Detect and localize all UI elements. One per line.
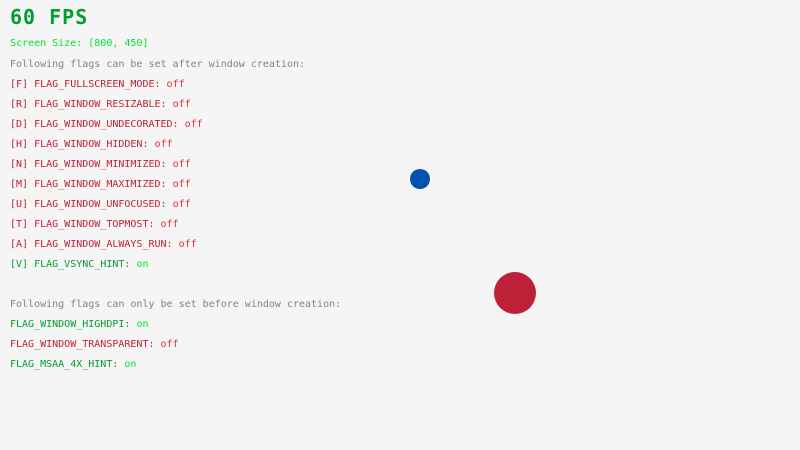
flag-row: [D] FLAG_WINDOW_UNDECORATED: off xyxy=(10,119,203,139)
flag-row: [F] FLAG_FULLSCREEN_MODE: off xyxy=(10,79,203,99)
flag-label: [F] FLAG_FULLSCREEN_MODE: xyxy=(10,79,167,90)
flag-state: off xyxy=(172,199,191,210)
flag-state: off xyxy=(172,159,191,170)
flag-state: off xyxy=(166,79,185,90)
flag-row: [R] FLAG_WINDOW_RESIZABLE: off xyxy=(10,99,203,119)
flag-label: FLAG_MSAA_4X_HINT: xyxy=(10,359,125,370)
flag-list-before-creation: FLAG_WINDOW_HIGHDPI: on FLAG_WINDOW_TRANS… xyxy=(10,319,179,379)
flag-state: off xyxy=(160,339,179,350)
flag-label: [N] FLAG_WINDOW_MINIMIZED: xyxy=(10,159,173,170)
flag-row: [V] FLAG_VSYNC_HINT: on xyxy=(10,259,203,279)
flag-label: [M] FLAG_WINDOW_MAXIMIZED: xyxy=(10,179,173,190)
flag-row: [M] FLAG_WINDOW_MAXIMIZED: off xyxy=(10,179,203,199)
red-ball xyxy=(494,272,536,314)
fps-counter: 60 FPS xyxy=(10,5,89,29)
flag-row: FLAG_WINDOW_HIGHDPI: on xyxy=(10,319,179,339)
flag-row: [N] FLAG_WINDOW_MINIMIZED: off xyxy=(10,159,203,179)
flag-label: [D] FLAG_WINDOW_UNDECORATED: xyxy=(10,119,185,130)
flag-state: off xyxy=(172,179,191,190)
flag-state: off xyxy=(172,99,191,110)
section-header-before-creation: Following flags can only be set before w… xyxy=(10,299,342,310)
flag-row: [H] FLAG_WINDOW_HIDDEN: off xyxy=(10,139,203,159)
flags-before-creation-section: Following flags can only be set before w… xyxy=(10,299,342,370)
flag-label: [R] FLAG_WINDOW_RESIZABLE: xyxy=(10,99,173,110)
flag-row: [T] FLAG_WINDOW_TOPMOST: off xyxy=(10,219,203,239)
flag-state: off xyxy=(178,239,197,250)
flag-label: [H] FLAG_WINDOW_HIDDEN: xyxy=(10,139,155,150)
flag-state: off xyxy=(160,219,179,230)
section-header-after-creation: Following flags can be set after window … xyxy=(10,59,306,70)
flag-state: on xyxy=(136,259,149,270)
flag-state: off xyxy=(154,139,173,150)
screen-size-text: Screen Size: [800, 450] xyxy=(10,38,149,49)
flag-state: on xyxy=(124,359,137,370)
flag-row: [A] FLAG_WINDOW_ALWAYS_RUN: off xyxy=(10,239,203,259)
flag-row: FLAG_WINDOW_TRANSPARENT: off xyxy=(10,339,179,359)
flag-row: FLAG_MSAA_4X_HINT: on xyxy=(10,359,179,379)
flag-row: [U] FLAG_WINDOW_UNFOCUSED: off xyxy=(10,199,203,219)
flag-label: [T] FLAG_WINDOW_TOPMOST: xyxy=(10,219,161,230)
flag-label: [U] FLAG_WINDOW_UNFOCUSED: xyxy=(10,199,173,210)
flag-state: off xyxy=(184,119,203,130)
flag-label: FLAG_WINDOW_TRANSPARENT: xyxy=(10,339,161,350)
flag-label: FLAG_WINDOW_HIGHDPI: xyxy=(10,319,137,330)
flag-label: [V] FLAG_VSYNC_HINT: xyxy=(10,259,137,270)
blue-ball xyxy=(410,169,430,189)
flags-after-creation-section: Following flags can be set after window … xyxy=(10,59,306,270)
flag-list-after-creation: [F] FLAG_FULLSCREEN_MODE: off [R] FLAG_WI… xyxy=(10,79,203,279)
flag-label: [A] FLAG_WINDOW_ALWAYS_RUN: xyxy=(10,239,179,250)
flag-state: on xyxy=(136,319,149,330)
